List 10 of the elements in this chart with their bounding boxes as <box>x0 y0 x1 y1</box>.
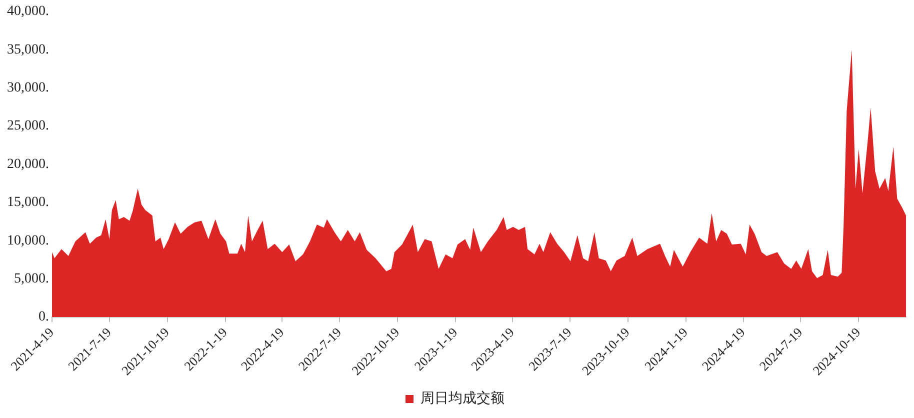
y-tick-label: 10,000. <box>7 233 49 248</box>
y-tick-label: 25,000. <box>7 118 49 134</box>
y-tick-label: 35,000. <box>7 42 49 58</box>
y-tick-label: 20,000. <box>7 156 49 172</box>
y-tick-label: 15,000. <box>7 195 49 210</box>
y-tick-label: 0. <box>38 310 49 325</box>
y-tick-label: 30,000. <box>7 80 49 96</box>
y-tick-label: 40,000. <box>7 4 49 20</box>
legend-label: 周日均成交额 <box>420 390 504 407</box>
y-tick-label: 5,000. <box>14 272 49 287</box>
